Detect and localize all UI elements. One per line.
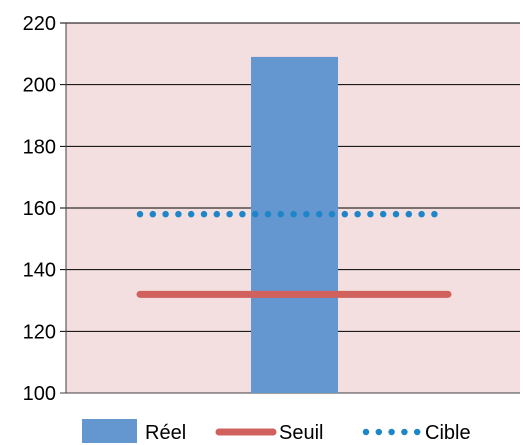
y-tick-label: 200 xyxy=(23,75,56,97)
y-tick-label: 160 xyxy=(23,198,56,220)
y-tick-label: 100 xyxy=(23,383,56,405)
y-tick-label: 120 xyxy=(23,321,56,343)
y-tick-labels: 100 120 140 160 180 200 220 xyxy=(23,13,56,405)
y-tick-label: 180 xyxy=(23,136,56,158)
legend: Réel Seuil Cible xyxy=(82,419,471,444)
y-tick-label: 220 xyxy=(23,13,56,35)
legend-label: Seuil xyxy=(279,422,323,444)
series-marks xyxy=(136,56,452,394)
legend-swatch-reel xyxy=(82,419,137,443)
y-tick-label: 140 xyxy=(23,260,56,282)
legend-label: Réel xyxy=(145,422,186,444)
bar-reel xyxy=(251,56,338,394)
legend-label: Cible xyxy=(425,422,471,444)
